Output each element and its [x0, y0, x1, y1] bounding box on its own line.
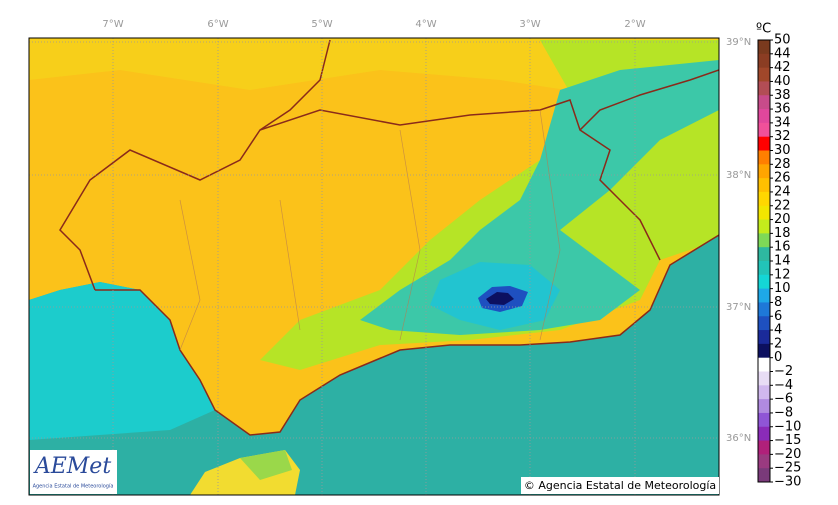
logo-subtitle: Agencia Estatal de Meteorología [33, 483, 114, 490]
colorbar-label: 12 [774, 267, 791, 282]
colorbar-segment [758, 81, 770, 96]
atlantic [29, 282, 215, 440]
logo: AEMet Agencia Estatal de Meteorología [30, 450, 117, 494]
colorbar-label: −20 [774, 447, 801, 462]
colorbar-label: −4 [774, 378, 793, 393]
colorbar-segment [758, 233, 770, 248]
longitude-label: 6°W [207, 19, 228, 30]
colorbar-segment [758, 302, 770, 317]
colorbar-segment [758, 136, 770, 151]
colorbar-label: 32 [774, 129, 791, 144]
colorbar-segment [758, 67, 770, 82]
colorbar-label: 22 [774, 198, 791, 213]
map-field [29, 38, 719, 495]
colorbar-segment [758, 122, 770, 138]
colorbar: ºC 5044424038363432302826242220181614121… [756, 22, 801, 490]
coldest-spot [486, 292, 514, 305]
colorbar-label: 18 [774, 226, 791, 241]
colorbar-segment [758, 330, 770, 345]
copyright: © Agencia Estatal de Meteorología [524, 479, 716, 492]
colorbar-label: 28 [774, 157, 791, 172]
latitude-label: 36°N [726, 433, 751, 444]
colorbar-segment [758, 385, 770, 400]
latitude-label: 38°N [726, 170, 751, 181]
map-frame [28, 37, 720, 496]
colorbar-segment [758, 440, 770, 455]
colorbar-segment [758, 412, 770, 428]
colorbar-segment [758, 371, 770, 386]
logo-name: AEMet [33, 454, 111, 479]
colorbar-segment [758, 247, 770, 262]
colorbar-unit: ºC [756, 22, 771, 37]
latitude-label: 39°N [726, 37, 751, 48]
colorbar-label: 0 [774, 350, 782, 365]
colorbar-label: 34 [774, 115, 791, 130]
colorbar-label: 4 [774, 323, 782, 338]
colorbar-segment [758, 399, 770, 414]
borders [59, 39, 719, 436]
longitude-label: 2°W [624, 19, 645, 30]
colorbar-segment [758, 454, 770, 469]
colorbar-segment [758, 95, 770, 110]
colorbar-label: −2 [774, 364, 793, 379]
colorbar-label: 50 [774, 33, 791, 48]
colorbar-label: 16 [774, 240, 791, 255]
colorbar-segment [758, 164, 770, 179]
latitude-labels: 39°N 38°N 37°N 36°N [726, 37, 751, 444]
colorbar-segment [758, 191, 770, 207]
colorbar-label: 40 [774, 74, 791, 89]
longitude-label: 3°W [519, 19, 540, 30]
colorbar-label: −8 [774, 405, 793, 420]
cool-zone [360, 60, 719, 335]
longitude-label: 7°W [102, 19, 123, 30]
colorbar-label: −25 [774, 461, 801, 476]
colorbar-segment [758, 178, 770, 193]
colorbar-label: 42 [774, 60, 791, 75]
longitude-label: 4°W [415, 19, 436, 30]
colorbar-segment [758, 109, 770, 124]
colorbar-label: 20 [774, 212, 791, 227]
logo-box [30, 450, 117, 494]
graticule [29, 38, 719, 495]
sea [29, 235, 719, 495]
colorbar-label: 30 [774, 143, 791, 158]
colorbar-segment [758, 53, 770, 69]
colorbar-segment [758, 426, 770, 442]
colorbar-segment [758, 274, 770, 290]
colorbar-segment [758, 40, 770, 55]
colorbar-segment [758, 219, 770, 234]
colorbar-segment [758, 261, 770, 276]
land-north [29, 38, 719, 120]
colorbar-segment [758, 343, 770, 359]
colorbar-segment [758, 468, 770, 483]
colorbar-segment [758, 288, 770, 303]
colorbar-label: 36 [774, 102, 791, 117]
colorbar-label: −15 [774, 433, 801, 448]
longitude-labels: 7°W 6°W 5°W 4°W 3°W 2°W [102, 19, 645, 30]
colorbar-label: 10 [774, 281, 791, 296]
copyright-box [521, 477, 719, 494]
colorbar-segment [758, 316, 770, 331]
colorbar-label: −10 [774, 419, 801, 434]
colorbar-label: −6 [774, 392, 793, 407]
longitude-label: 5°W [311, 19, 332, 30]
latitude-label: 37°N [726, 302, 751, 313]
province-lines [179, 109, 561, 351]
colorbar-segment [758, 150, 770, 165]
colorbar-label: 26 [774, 171, 791, 186]
colorbar-segment [758, 205, 770, 221]
colorbar-segment [758, 357, 770, 372]
colorbar-label: 24 [774, 184, 791, 199]
colorbar-label: 14 [774, 254, 791, 269]
colorbar-label: 6 [774, 309, 782, 324]
colorbar-label: 38 [774, 88, 791, 103]
colorbar-label: 8 [774, 295, 782, 310]
colorbar-label: −30 [774, 475, 801, 490]
africa-green [240, 450, 292, 480]
colorbar-label: 2 [774, 336, 782, 351]
colorbar-label: 44 [774, 46, 791, 61]
